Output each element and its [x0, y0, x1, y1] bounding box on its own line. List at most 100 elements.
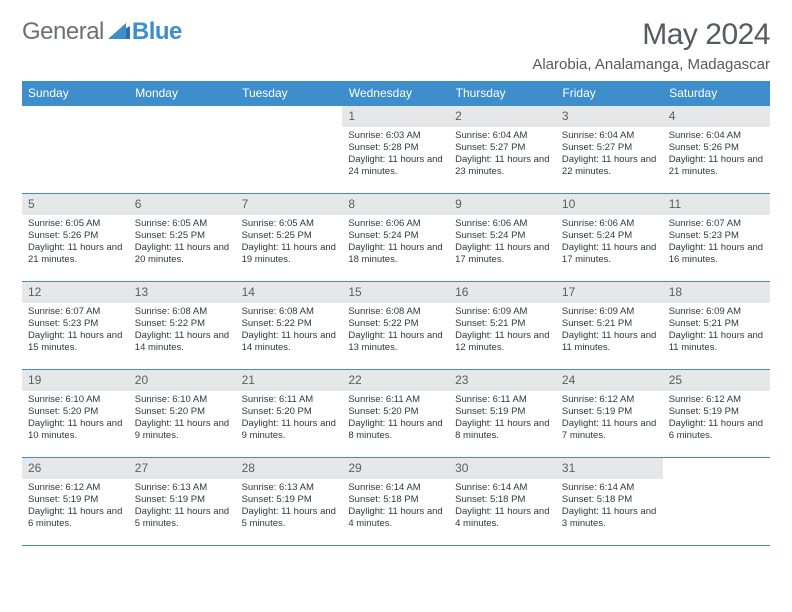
calendar-empty-cell — [22, 106, 129, 194]
day-number: 4 — [663, 106, 770, 127]
brand-part2: Blue — [132, 18, 182, 46]
calendar-week-row: 12 Sunrise: 6:07 AMSunset: 5:23 PM Dayligh… — [22, 282, 770, 370]
calendar-day-cell: 19Sunrise: 6:10 AMSunset: 5:20 PMDayligh… — [22, 370, 129, 458]
day-number: 21 — [236, 370, 343, 391]
weekday-header: Thursday — [449, 81, 556, 106]
day-number: 12 — [22, 282, 129, 303]
sunset-text: Sunset: 5:20 PM — [348, 406, 443, 418]
brand-part1: General — [22, 18, 104, 46]
daylight-text: Daylight: 11 hours and 6 minutes. — [669, 418, 764, 442]
daylight-text: Daylight: 11 hours and 9 minutes. — [242, 418, 337, 442]
sunrise-text: Sunrise: 6:08 AM — [135, 306, 230, 318]
weekday-header: Friday — [556, 81, 663, 106]
sunrise-text: Sunrise: 6:03 AM — [348, 130, 443, 142]
calendar-day-cell: 25Sunrise: 6:12 AMSunset: 5:19 PMDayligh… — [663, 370, 770, 458]
sunrise-text: Sunrise: 6:12 AM — [28, 482, 123, 494]
daylight-text: Daylight: 11 hours and 18 minutes. — [348, 242, 443, 266]
sunset-text: Sunset: 5:22 PM — [348, 318, 443, 330]
day-number: 29 — [342, 458, 449, 479]
calendar-week-row: 5Sunrise: 6:05 AMSunset: 5:26 PMDaylight… — [22, 194, 770, 282]
sunrise-text: Sunrise: 6:06 AM — [455, 218, 550, 230]
sunrise-text: Sunrise: 6:05 AM — [242, 218, 337, 230]
day-body: Sunrise: 6:05 AMSunset: 5:25 PMDaylight:… — [129, 215, 236, 269]
day-number: 15 — [342, 282, 449, 303]
sunrise-text: Sunrise: 6:10 AM — [28, 394, 123, 406]
day-number: 30 — [449, 458, 556, 479]
daylight-text: Daylight: 11 hours and 4 minutes. — [348, 506, 443, 530]
daylight-text: Daylight: 11 hours and 5 minutes. — [135, 506, 230, 530]
sunset-text: Sunset: 5:21 PM — [455, 318, 550, 330]
sunset-text: Sunset: 5:22 PM — [242, 318, 337, 330]
sunrise-text: Sunrise: 6:07 AM — [28, 306, 123, 318]
day-number: 5 — [22, 194, 129, 215]
daylight-text: Daylight: 11 hours and 13 minutes. — [348, 330, 443, 354]
calendar-week-row: 19 Sunrise: 6:10 AM Sunset: 5:20 PM Dayligh… — [22, 370, 770, 458]
day-number: 22 — [342, 370, 449, 391]
sunrise-text: Sunrise: 6:11 AM — [348, 394, 443, 406]
sunset-text: Sunset: 5:22 PM — [135, 318, 230, 330]
day-body: Sunrise: 6:03 AMSunset: 5:28 PMDaylight:… — [342, 127, 449, 181]
calendar-day-cell: 11Sunrise: 6:07 AMSunset: 5:23 PMDayligh… — [663, 194, 770, 282]
day-body: Sunrise: 6:14 AMSunset: 5:18 PMDaylight:… — [556, 479, 663, 533]
calendar-day-cell: 2Sunrise: 6:04 AMSunset: 5:27 PMDaylight… — [449, 106, 556, 194]
sunrise-text: Sunrise: 6:09 AM — [455, 306, 550, 318]
day-body: Sunrise: 6:09 AMSunset: 5:21 PMDaylight:… — [556, 303, 663, 357]
brand-logo: General Blue — [22, 18, 182, 48]
sunset-text: Sunset: 5:19 PM — [669, 406, 764, 418]
sunset-text: Sunset: 5:24 PM — [562, 230, 657, 242]
day-number: 7 — [236, 194, 343, 215]
sunset-text: Sunset: 5:24 PM — [348, 230, 443, 242]
sunrise-text: Sunrise: 6:09 AM — [562, 306, 657, 318]
day-body: Sunrise: 6:13 AMSunset: 5:19 PMDaylight:… — [129, 479, 236, 533]
sunset-text: Sunset: 5:18 PM — [348, 494, 443, 506]
sunrise-text: Sunrise: 6:05 AM — [28, 218, 123, 230]
day-body: Sunrise: 6:09 AMSunset: 5:21 PMDaylight:… — [449, 303, 556, 357]
daylight-text: Daylight: 11 hours and 9 minutes. — [135, 418, 230, 442]
sunrise-text: Sunrise: 6:04 AM — [669, 130, 764, 142]
calendar-day-cell: 8Sunrise: 6:06 AMSunset: 5:24 PMDaylight… — [342, 194, 449, 282]
calendar-day-cell: 12Sunrise: 6:07 AMSunset: 5:23 PMDayligh… — [22, 282, 129, 370]
location-subtitle: Alarobia, Analamanga, Madagascar — [532, 56, 770, 73]
sunset-text: Sunset: 5:25 PM — [242, 230, 337, 242]
day-body: Sunrise: 6:14 AMSunset: 5:18 PMDaylight:… — [342, 479, 449, 533]
sunset-text: Sunset: 5:18 PM — [455, 494, 550, 506]
day-body: Sunrise: 6:04 AMSunset: 5:27 PMDaylight:… — [556, 127, 663, 181]
weekday-header: Sunday — [22, 81, 129, 106]
day-number: 14 — [236, 282, 343, 303]
sunrise-text: Sunrise: 6:12 AM — [669, 394, 764, 406]
calendar-day-cell: 10Sunrise: 6:06 AMSunset: 5:24 PMDayligh… — [556, 194, 663, 282]
day-body: Sunrise: 6:12 AMSunset: 5:19 PMDaylight:… — [663, 391, 770, 445]
day-body: Sunrise: 6:04 AMSunset: 5:26 PMDaylight:… — [663, 127, 770, 181]
calendar-day-cell: 3Sunrise: 6:04 AMSunset: 5:27 PMDaylight… — [556, 106, 663, 194]
sunset-text: Sunset: 5:26 PM — [669, 142, 764, 154]
sunset-text: Sunset: 5:26 PM — [28, 230, 123, 242]
day-body: Sunrise: 6:12 AMSunset: 5:19 PMDaylight:… — [22, 479, 129, 533]
day-number: 19 — [22, 370, 129, 391]
sunset-text: Sunset: 5:25 PM — [135, 230, 230, 242]
daylight-text: Daylight: 11 hours and 17 minutes. — [562, 242, 657, 266]
sunrise-text: Sunrise: 6:11 AM — [242, 394, 337, 406]
day-number: 10 — [556, 194, 663, 215]
sunrise-text: Sunrise: 6:08 AM — [348, 306, 443, 318]
sunset-text: Sunset: 5:23 PM — [28, 318, 123, 330]
sunset-text: Sunset: 5:19 PM — [455, 406, 550, 418]
weekday-header: Wednesday — [342, 81, 449, 106]
calendar-day-cell: 1Sunrise: 6:03 AMSunset: 5:28 PMDaylight… — [342, 106, 449, 194]
day-number: 11 — [663, 194, 770, 215]
day-body: Sunrise: 6:06 AMSunset: 5:24 PMDaylight:… — [342, 215, 449, 269]
daylight-text: Daylight: 11 hours and 21 minutes. — [669, 154, 764, 178]
day-number: 17 — [556, 282, 663, 303]
day-number: 6 — [129, 194, 236, 215]
sunset-text: Sunset: 5:19 PM — [135, 494, 230, 506]
weekday-header: Tuesday — [236, 81, 343, 106]
calendar-page: General Blue May 2024 Alarobia, Analaman… — [0, 0, 792, 556]
sunrise-text: Sunrise: 6:09 AM — [669, 306, 764, 318]
sunrise-text: Sunrise: 6:11 AM — [455, 394, 550, 406]
calendar-day-cell: 24Sunrise: 6:12 AMSunset: 5:19 PMDayligh… — [556, 370, 663, 458]
daylight-text: Daylight: 11 hours and 14 minutes. — [135, 330, 230, 354]
day-number: 13 — [129, 282, 236, 303]
day-number: 20 — [129, 370, 236, 391]
calendar-week-row: 1Sunrise: 6:03 AMSunset: 5:28 PMDaylight… — [22, 106, 770, 194]
calendar-day-cell: 16Sunrise: 6:09 AMSunset: 5:21 PMDayligh… — [449, 282, 556, 370]
day-body: Sunrise: 6:05 AMSunset: 5:26 PMDaylight:… — [22, 215, 129, 269]
